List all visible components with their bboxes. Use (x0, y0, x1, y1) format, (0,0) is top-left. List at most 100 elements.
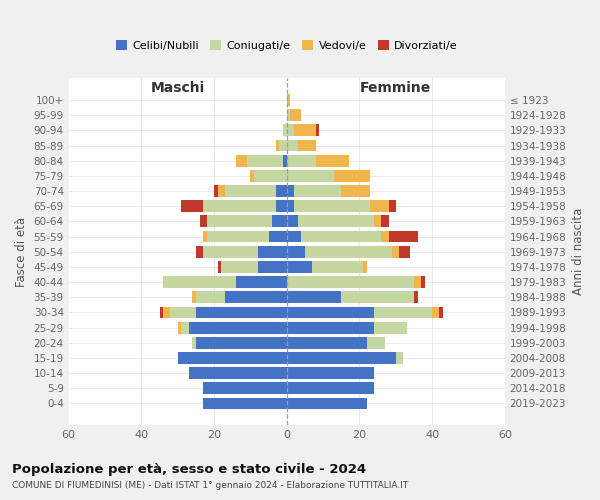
Bar (276, 185, 287, 197)
Bar (287, 261, 312, 273)
Bar (192, 292, 196, 303)
Bar (294, 124, 316, 136)
Bar (287, 94, 290, 106)
Bar (207, 216, 272, 228)
Bar (178, 322, 181, 334)
Bar (374, 322, 407, 334)
Bar (287, 367, 374, 379)
Bar (316, 124, 319, 136)
Bar (287, 398, 367, 409)
Bar (170, 306, 196, 318)
Bar (196, 246, 203, 258)
Bar (221, 261, 257, 273)
Bar (301, 230, 381, 242)
Bar (196, 306, 287, 318)
Bar (294, 200, 370, 212)
Bar (276, 200, 287, 212)
Bar (334, 170, 370, 182)
Bar (218, 261, 221, 273)
Bar (287, 170, 334, 182)
Bar (272, 216, 287, 228)
Bar (287, 230, 301, 242)
Bar (439, 306, 443, 318)
Bar (287, 337, 367, 348)
Bar (218, 185, 225, 197)
Bar (257, 246, 287, 258)
Bar (225, 185, 276, 197)
Bar (236, 276, 287, 288)
Bar (290, 110, 301, 121)
Y-axis label: Anni di nascita: Anni di nascita (572, 208, 585, 296)
Bar (287, 200, 294, 212)
Bar (203, 230, 207, 242)
Bar (374, 306, 432, 318)
Bar (283, 124, 287, 136)
Bar (287, 246, 305, 258)
Bar (257, 261, 287, 273)
Bar (370, 200, 389, 212)
Bar (276, 140, 280, 151)
Text: Femmine: Femmine (360, 81, 431, 95)
Bar (316, 155, 349, 166)
Bar (287, 124, 294, 136)
Bar (203, 200, 276, 212)
Bar (421, 276, 425, 288)
Bar (367, 337, 385, 348)
Bar (287, 382, 374, 394)
Bar (178, 352, 287, 364)
Bar (312, 261, 363, 273)
Bar (236, 155, 247, 166)
Bar (298, 216, 374, 228)
Bar (287, 185, 294, 197)
Bar (287, 292, 341, 303)
Bar (247, 155, 283, 166)
Bar (287, 322, 374, 334)
Bar (396, 352, 403, 364)
Bar (181, 200, 203, 212)
Bar (163, 276, 236, 288)
Bar (287, 276, 414, 288)
Bar (254, 170, 287, 182)
Bar (250, 170, 254, 182)
Bar (203, 246, 257, 258)
Bar (287, 140, 298, 151)
Bar (363, 261, 367, 273)
Bar (389, 200, 396, 212)
Bar (196, 292, 225, 303)
Bar (287, 216, 298, 228)
Bar (283, 155, 287, 166)
Bar (160, 306, 163, 318)
Bar (203, 398, 287, 409)
Bar (400, 246, 410, 258)
Bar (381, 216, 389, 228)
Bar (280, 140, 287, 151)
Bar (200, 216, 207, 228)
Bar (389, 230, 418, 242)
Bar (207, 230, 269, 242)
Bar (287, 352, 396, 364)
Bar (414, 292, 418, 303)
Bar (305, 246, 392, 258)
Bar (196, 337, 287, 348)
Bar (392, 246, 400, 258)
Bar (269, 230, 287, 242)
Bar (225, 292, 287, 303)
Y-axis label: Fasce di età: Fasce di età (15, 216, 28, 287)
Bar (381, 230, 389, 242)
Legend: Celibi/Nubili, Coniugati/e, Vedovi/e, Divorziati/e: Celibi/Nubili, Coniugati/e, Vedovi/e, Di… (111, 36, 462, 55)
Text: Popolazione per età, sesso e stato civile - 2024: Popolazione per età, sesso e stato civil… (12, 462, 366, 475)
Bar (294, 185, 341, 197)
Text: Maschi: Maschi (151, 81, 205, 95)
Bar (298, 140, 316, 151)
Bar (374, 216, 381, 228)
Text: COMUNE DI FIUMEDINISI (ME) - Dati ISTAT 1° gennaio 2024 - Elaborazione TUTTITALI: COMUNE DI FIUMEDINISI (ME) - Dati ISTAT … (12, 480, 408, 490)
Bar (188, 367, 287, 379)
Bar (414, 276, 421, 288)
Bar (341, 185, 370, 197)
Bar (181, 322, 188, 334)
Bar (341, 292, 414, 303)
Bar (287, 306, 374, 318)
Bar (203, 382, 287, 394)
Bar (188, 322, 287, 334)
Bar (287, 155, 316, 166)
